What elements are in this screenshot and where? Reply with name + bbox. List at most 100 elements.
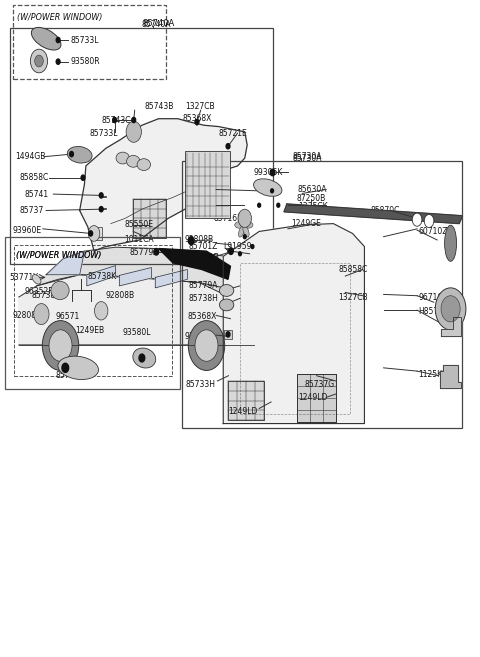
Ellipse shape [219, 284, 234, 296]
Circle shape [441, 296, 460, 322]
Text: 1011CA: 1011CA [124, 235, 154, 244]
Ellipse shape [239, 213, 245, 225]
Ellipse shape [235, 221, 244, 228]
Text: 87250B: 87250B [297, 194, 326, 203]
Polygon shape [441, 317, 461, 336]
Circle shape [435, 288, 466, 330]
Circle shape [88, 225, 100, 241]
Text: 85733H: 85733H [186, 380, 216, 389]
Text: 93960E: 93960E [12, 225, 42, 235]
Text: 85733H: 85733H [56, 371, 86, 380]
Text: (W/POWER WINDOW): (W/POWER WINDOW) [17, 13, 103, 22]
Ellipse shape [31, 28, 61, 50]
Circle shape [424, 214, 434, 227]
FancyBboxPatch shape [91, 227, 102, 240]
Text: 85730A: 85730A [293, 154, 322, 162]
Text: 85721E: 85721E [218, 129, 247, 137]
Text: 85701Z: 85701Z [189, 242, 218, 251]
Circle shape [154, 248, 158, 255]
Circle shape [188, 237, 194, 244]
Text: 1494GB: 1494GB [15, 152, 46, 161]
Circle shape [62, 363, 69, 373]
Circle shape [95, 302, 108, 320]
Text: 1249LD: 1249LD [299, 394, 328, 403]
Text: 85738H: 85738H [32, 291, 61, 300]
Text: 85743B: 85743B [144, 102, 174, 112]
Text: 85740A: 85740A [142, 19, 174, 28]
Circle shape [99, 206, 103, 212]
Text: 85630A: 85630A [298, 185, 327, 194]
Circle shape [238, 209, 252, 227]
Polygon shape [223, 223, 364, 424]
Text: 85733L: 85733L [89, 129, 118, 137]
Circle shape [30, 49, 48, 73]
Polygon shape [158, 248, 230, 279]
Text: 85733L: 85733L [70, 35, 98, 45]
Text: 1249EB: 1249EB [75, 326, 104, 335]
Text: L91959: L91959 [223, 242, 251, 251]
Ellipse shape [133, 348, 156, 368]
Circle shape [49, 330, 72, 361]
Text: 1327CB: 1327CB [185, 102, 215, 112]
Text: 85741: 85741 [24, 190, 49, 198]
Text: 1497AB: 1497AB [189, 253, 218, 262]
FancyBboxPatch shape [298, 374, 336, 422]
Polygon shape [120, 267, 152, 286]
Circle shape [56, 37, 60, 43]
Circle shape [34, 304, 49, 325]
Text: (W/POWER WINDOW): (W/POWER WINDOW) [16, 251, 102, 260]
Circle shape [277, 203, 280, 207]
Polygon shape [87, 265, 116, 286]
Ellipse shape [219, 299, 234, 311]
Circle shape [132, 118, 136, 123]
Text: 1335CK: 1335CK [298, 202, 327, 211]
Ellipse shape [243, 225, 249, 237]
Circle shape [35, 55, 43, 67]
FancyBboxPatch shape [133, 198, 166, 238]
Text: 1249LD: 1249LD [228, 407, 258, 417]
Circle shape [139, 354, 145, 362]
Ellipse shape [253, 179, 282, 196]
Ellipse shape [444, 225, 456, 261]
Text: 85740A: 85740A [142, 20, 171, 29]
Circle shape [70, 152, 73, 157]
Circle shape [113, 118, 117, 123]
Circle shape [195, 330, 218, 361]
Circle shape [251, 244, 254, 248]
Circle shape [56, 59, 60, 64]
FancyBboxPatch shape [224, 330, 232, 339]
Text: 85737: 85737 [20, 206, 44, 215]
Text: 1491AD: 1491AD [225, 249, 255, 258]
Circle shape [226, 332, 230, 337]
Text: 85858C: 85858C [20, 173, 49, 182]
Text: 99306K: 99306K [253, 168, 283, 177]
Text: 85730A: 85730A [293, 152, 322, 161]
Ellipse shape [32, 275, 41, 284]
Circle shape [42, 321, 79, 371]
Text: 85737G: 85737G [305, 380, 335, 389]
Text: 85368X: 85368X [187, 312, 217, 321]
Text: 1327CB: 1327CB [338, 292, 368, 302]
Ellipse shape [243, 221, 253, 228]
Text: 1249GE: 1249GE [189, 185, 219, 194]
Text: 92808B: 92808B [185, 235, 214, 244]
Text: 53771Y: 53771Y [9, 273, 38, 282]
Text: 93580L: 93580L [122, 328, 151, 337]
FancyBboxPatch shape [228, 381, 264, 420]
Polygon shape [284, 204, 463, 223]
Polygon shape [156, 269, 187, 288]
Circle shape [226, 144, 230, 149]
Text: 85550E: 85550E [124, 220, 153, 229]
Circle shape [239, 252, 241, 256]
Text: 1249GE: 1249GE [292, 219, 322, 228]
Circle shape [81, 175, 85, 180]
Text: 85870C: 85870C [371, 206, 400, 215]
Ellipse shape [239, 225, 245, 237]
Text: 93580R: 93580R [70, 57, 100, 66]
Text: 85743C: 85743C [101, 116, 131, 125]
Polygon shape [80, 119, 247, 251]
Circle shape [258, 203, 261, 207]
Text: H85744: H85744 [418, 307, 448, 316]
Ellipse shape [51, 281, 69, 300]
Ellipse shape [116, 152, 130, 164]
